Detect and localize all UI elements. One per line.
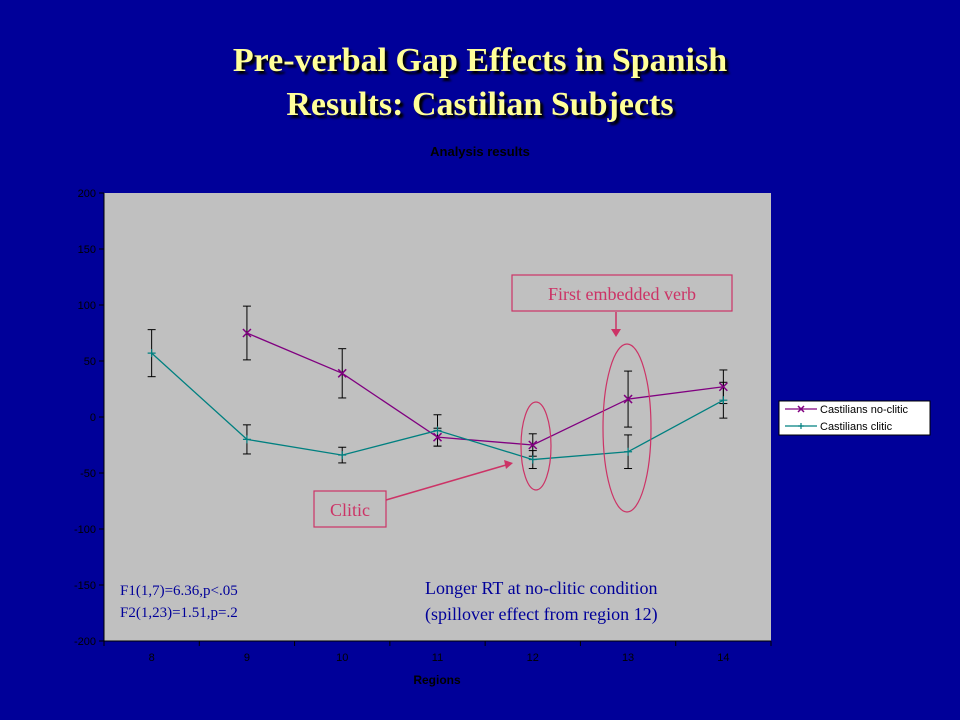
- y-tick-label: -100: [74, 524, 96, 536]
- legend-marker-clitic: [798, 423, 804, 429]
- legend-label-clitic: Castilians clitic: [820, 421, 893, 433]
- data-point-castilians-no-clitic: [718, 382, 728, 392]
- x-tick-label: 10: [336, 652, 348, 664]
- data-point-castilians-clitic: [242, 435, 251, 444]
- data-point-castilians-no-clitic: [528, 440, 538, 450]
- y-ticks: 200 150 100 50 0 -50 -100 -150 -200: [74, 188, 104, 648]
- data-point-castilians-no-clitic: [432, 432, 443, 442]
- clitic-arrow: [385, 464, 507, 501]
- y-tick-label: -150: [74, 580, 96, 592]
- x-ticks: 8 9 10 11 12 13 14: [103, 641, 772, 664]
- legend-marker-no-clitic: [797, 405, 805, 413]
- data-point-castilians-clitic: [433, 426, 442, 435]
- x-tick-label: 11: [432, 652, 443, 664]
- verb-label: First embedded verb: [548, 284, 696, 304]
- x-axis-label: Regions: [413, 673, 461, 687]
- verb-label-box: [511, 274, 733, 312]
- x-tick-label: 12: [527, 652, 539, 664]
- verb-arrow-head: [611, 329, 621, 337]
- data-point-castilians-clitic: [624, 447, 633, 456]
- series-line-castilians-no-clitic: [246, 332, 724, 446]
- data-point-castilians-no-clitic: [337, 368, 347, 378]
- clitic-region-ellipse: [520, 401, 552, 491]
- verb-region-ellipse: [602, 343, 652, 513]
- clitic-arrow-head: [504, 460, 513, 469]
- clitic-label-box: [313, 490, 387, 528]
- stats-f1: F1(1,7)=6.36,p<.05: [120, 583, 238, 599]
- y-tick-label: 100: [78, 300, 96, 312]
- x-tick-label: 14: [717, 652, 729, 664]
- legend: Castilians no-clitic Castilians clitic: [778, 400, 931, 436]
- data-point-castilians-no-clitic: [623, 394, 633, 404]
- slide-title-line2: Results: Castilian Subjects: [286, 86, 674, 123]
- y-tick-label: 0: [90, 412, 96, 424]
- data-point-castilians-clitic: [719, 396, 728, 405]
- legend-label-no-clitic: Castilians no-clitic: [820, 404, 909, 416]
- slide-title-line1: Pre-verbal Gap Effects in Spanish: [232, 42, 728, 79]
- x-tick-label: 9: [244, 652, 250, 664]
- chart-title: Analysis results: [430, 144, 530, 159]
- note-line2: (spillover effect from region 12): [425, 604, 658, 625]
- y-tick-label: 150: [78, 244, 96, 256]
- data-point-castilians-clitic: [528, 455, 537, 464]
- x-tick-label: 8: [149, 652, 155, 664]
- clitic-label: Clitic: [330, 500, 370, 520]
- data-point-castilians-no-clitic: [242, 328, 252, 338]
- y-tick-label: -50: [80, 468, 96, 480]
- y-tick-label: 200: [78, 188, 96, 200]
- stats-f2: F2(1,23)=1.51,p=.2: [120, 605, 238, 621]
- note-line1: Longer RT at no-clitic condition: [425, 578, 658, 598]
- series-markers: [147, 328, 728, 464]
- y-tick-label: -200: [74, 636, 96, 648]
- y-tick-label: 50: [84, 356, 96, 368]
- data-point-castilians-clitic: [147, 349, 156, 358]
- error-bars: [147, 305, 728, 470]
- x-tick-label: 13: [622, 652, 634, 664]
- data-point-castilians-clitic: [338, 451, 347, 460]
